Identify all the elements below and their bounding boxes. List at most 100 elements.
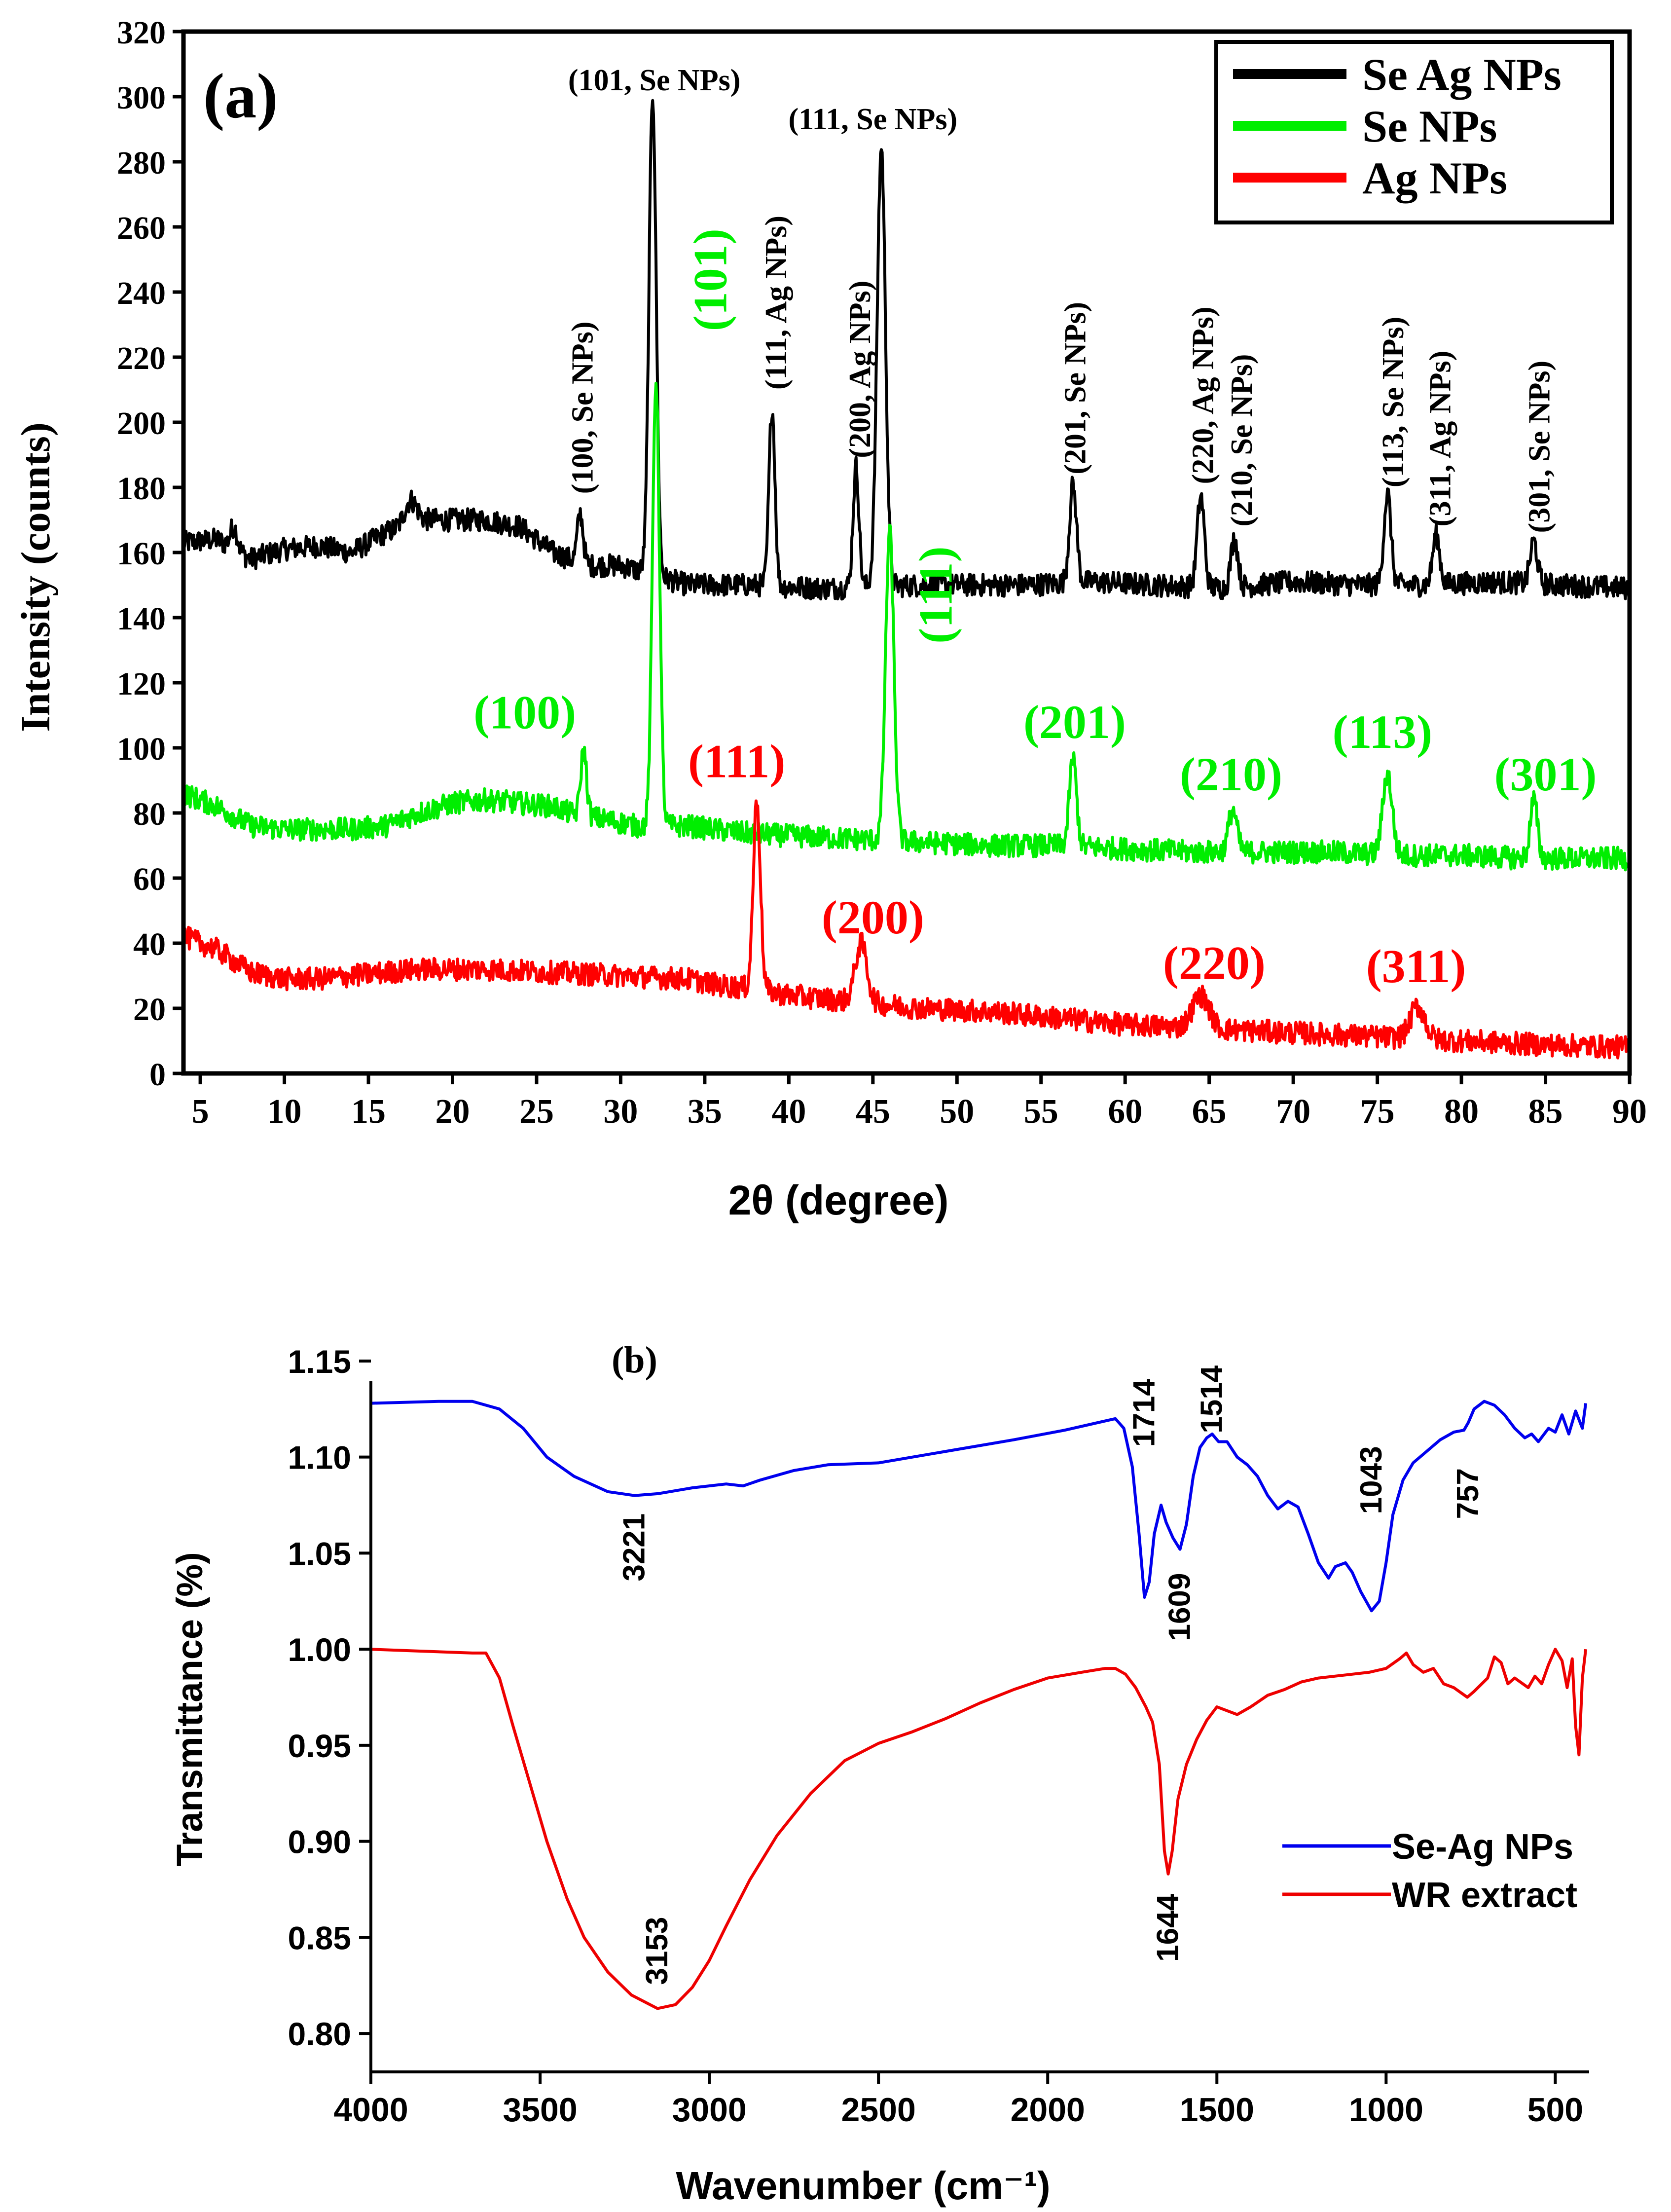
a-peak-label: (220) [1163, 937, 1266, 990]
b-peak-label: 1043 [1354, 1446, 1388, 1514]
a-x-tick-label: 25 [519, 1093, 554, 1131]
a-y-tick-label: 300 [117, 80, 166, 116]
a-x-axis-label: 2θ (degree) [728, 1177, 949, 1223]
b-y-tick-label: 0.85 [288, 1919, 351, 1956]
a-x-tick-label: 55 [1024, 1093, 1058, 1131]
a-x-tick-label: 40 [771, 1093, 806, 1131]
a-x-tick-label: 45 [856, 1093, 890, 1131]
b-x-tick-label: 1500 [1180, 2091, 1254, 2129]
a-y-tick-label: 120 [117, 666, 166, 702]
a-peak-label: (100) [473, 686, 576, 738]
a-x-tick-label: 10 [267, 1093, 302, 1131]
a-peak-label: (111) [688, 735, 785, 787]
a-series-ag-nps [182, 799, 1631, 1060]
a-x-tick-label: 70 [1276, 1093, 1310, 1131]
a-peak-label: (101, Se NPs) [568, 64, 741, 97]
a-y-tick-label: 80 [133, 796, 166, 832]
a-peak-label: (113, Se NPs) [1377, 317, 1410, 487]
a-peak-label: (113) [1333, 705, 1433, 758]
b-peak-label: 1609 [1163, 1573, 1197, 1641]
a-x-tick-label: 15 [351, 1093, 386, 1131]
a-series-group [182, 99, 1631, 1060]
b-y-axis-label: Transmittance (%) [169, 1552, 210, 1866]
a-peak-label: (101) [684, 228, 737, 331]
b-x-tick-label: 500 [1527, 2091, 1583, 2129]
a-x-tick-label: 60 [1108, 1093, 1142, 1131]
b-panel-label: (b) [612, 1339, 657, 1381]
a-y-tick-label: 220 [117, 340, 166, 376]
a-y-tick-label: 200 [117, 406, 166, 442]
a-x-tick-label: 30 [603, 1093, 638, 1131]
b-y-tick-label: 1.00 [288, 1631, 351, 1668]
a-peak-label: (311, Ag NPs) [1423, 351, 1457, 527]
a-series-se-nps [182, 381, 1631, 872]
b-x-tick-label: 3500 [503, 2091, 577, 2129]
a-y-tick-label: 100 [117, 731, 166, 767]
b-y-tick-label: 0.95 [288, 1728, 351, 1764]
a-x-tick-label: 85 [1528, 1093, 1563, 1131]
a-x-tick-label: 5 [192, 1093, 209, 1131]
a-x-tick-label: 20 [435, 1093, 470, 1131]
a-peak-label: (100, Se NPs) [566, 322, 600, 494]
b-annotations: 3221 3153 1714 1514 1609 1644 1043 757 [618, 1365, 1486, 1985]
a-peak-label: (200) [822, 891, 924, 944]
a-peak-label: (200, Ag NPs) [843, 281, 877, 458]
b-peak-label: 3221 [618, 1513, 652, 1582]
a-y-tick-label: 320 [117, 15, 166, 51]
a-legend-label: Se Ag NPs [1362, 49, 1562, 100]
b-y-tick-label: 0.80 [288, 2016, 351, 2052]
b-series-group [370, 1400, 1588, 2010]
a-plot-frame [181, 29, 1632, 1076]
b-peak-label: 3153 [640, 1917, 674, 1985]
a-y-tick-label: 160 [117, 536, 166, 572]
a-axis-ticks: 0 20 40 60 80 100 120 140 160 180 200 220 240 260 280 3… [117, 15, 1647, 1131]
b-series-wr-extract [370, 1648, 1588, 2010]
a-peak-label: (201, Se NPs) [1059, 302, 1092, 475]
a-y-tick-label: 40 [133, 926, 166, 962]
a-peak-label: (301, Se NPs) [1523, 361, 1557, 533]
b-x-tick-label: 4000 [333, 2091, 408, 2129]
a-x-tick-label: 90 [1612, 1093, 1647, 1131]
a-x-tick-label: 50 [940, 1093, 974, 1131]
b-y-tick-label: 1.15 [288, 1343, 351, 1380]
a-peak-label: (201) [1023, 696, 1126, 748]
a-y-tick-label: 140 [117, 601, 166, 637]
b-series-se-ag-nps [370, 1400, 1588, 1613]
b-peak-label: 1714 [1127, 1379, 1161, 1447]
a-y-tick-label: 280 [117, 145, 166, 181]
b-axis-ticks: 0.80 0.85 0.90 0.95 1.00 1.05 1.10 1.15 4000 3500… [288, 1343, 1584, 2129]
a-y-tick-label: 0 [149, 1057, 166, 1093]
a-y-tick-label: 180 [117, 471, 166, 507]
a-y-tick-label: 20 [133, 992, 166, 1028]
b-peak-label: 1644 [1151, 1893, 1185, 1961]
a-peak-label: (210) [1180, 748, 1282, 801]
b-legend-label: WR extract [1392, 1876, 1577, 1915]
b-y-tick-label: 1.10 [288, 1439, 351, 1476]
a-y-axis-label: Intensity (counts) [13, 422, 59, 732]
b-peak-label: 1514 [1195, 1365, 1229, 1433]
a-peak-label: (111, Se NPs) [788, 103, 957, 136]
b-legend: Se-Ag NPs WR extract [1282, 1827, 1577, 1915]
a-panel-label: (a) [203, 61, 278, 132]
a-x-tick-label: 75 [1360, 1093, 1395, 1131]
b-x-axis-label: Wavenumber (cm⁻¹) [676, 2164, 1050, 2208]
a-peak-label: (111, Ag NPs) [760, 216, 793, 390]
a-peak-label: (311) [1366, 940, 1466, 993]
b-x-tick-label: 2500 [841, 2091, 916, 2129]
b-y-tick-label: 1.05 [288, 1535, 351, 1572]
a-x-tick-label: 65 [1192, 1093, 1227, 1131]
a-y-tick-label: 260 [117, 210, 166, 246]
b-x-tick-label: 1000 [1349, 2091, 1423, 2129]
xrd-chart-panel: 0 20 40 60 80 100 120 140 160 180 200 220 240 260 280 3… [13, 15, 1647, 1223]
b-peak-label: 757 [1451, 1468, 1485, 1519]
a-legend-label: Se NPs [1362, 101, 1497, 151]
b-x-tick-label: 2000 [1011, 2091, 1085, 2129]
a-peak-label: (301) [1494, 748, 1597, 801]
a-peak-label: (210, Se NPs) [1225, 354, 1259, 527]
a-y-tick-label: 60 [133, 861, 166, 897]
a-peak-label: (220, Ag NPs) [1187, 306, 1220, 484]
b-x-tick-label: 3000 [672, 2091, 746, 2129]
a-y-tick-label: 240 [117, 275, 166, 311]
